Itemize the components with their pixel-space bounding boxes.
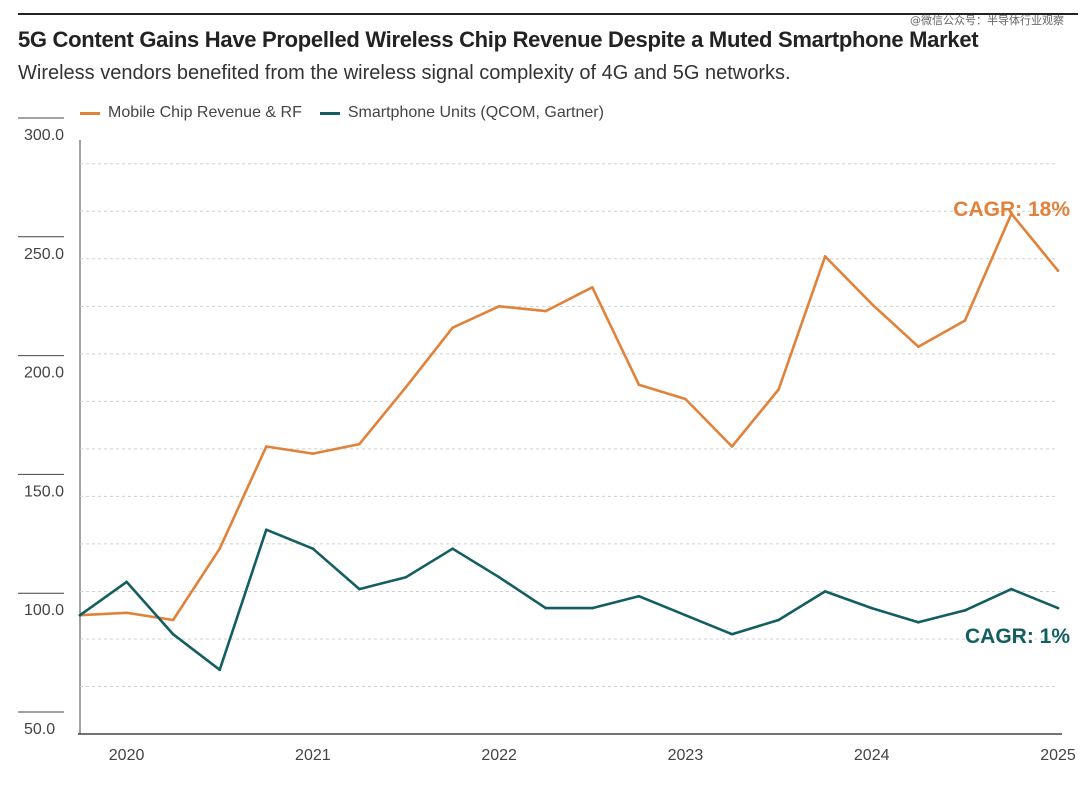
data-point-units: [218, 668, 222, 672]
data-point-units: [264, 528, 268, 531]
data-point-units: [963, 609, 967, 612]
y-tick-label: 50.0: [24, 721, 55, 738]
data-point-revenue: [916, 345, 920, 349]
data-point-units: [730, 632, 734, 636]
data-point-revenue: [1010, 212, 1013, 215]
data-point-units: [916, 621, 920, 624]
top-rule: [18, 13, 1078, 15]
data-point-revenue: [451, 326, 454, 330]
y-tick-label: 200.0: [24, 365, 64, 382]
data-point-units: [125, 580, 128, 584]
data-point-units: [404, 575, 408, 579]
data-point-revenue: [544, 309, 548, 313]
data-point-units: [358, 587, 361, 591]
data-point-units: [684, 613, 687, 617]
data-point-revenue: [637, 383, 641, 387]
data-point-units: [497, 575, 501, 579]
data-point-revenue: [404, 385, 408, 389]
cagr-annotation-revenue: CAGR: 18%: [953, 198, 1070, 221]
data-point-units: [1010, 587, 1013, 591]
data-point-units: [823, 590, 827, 593]
data-point-units: [311, 547, 315, 550]
x-tick-label: 2021: [295, 747, 331, 764]
legend-item-units: Smartphone Units (QCOM, Gartner): [319, 104, 604, 122]
data-point-revenue: [264, 445, 268, 448]
x-tick-label: 2024: [854, 747, 890, 764]
legend: Mobile Chip Revenue & RF Smartphone Unit…: [80, 104, 604, 122]
data-point-revenue: [497, 305, 501, 308]
data-point-revenue: [870, 302, 874, 306]
x-tick-label: 2023: [668, 747, 704, 764]
data-point-units: [1056, 606, 1060, 610]
data-point-units: [637, 594, 641, 598]
y-tick-label: 100.0: [24, 602, 64, 619]
x-tick-label: 2020: [109, 747, 145, 764]
data-point-revenue: [730, 445, 734, 448]
series-line-units: [78, 528, 1060, 672]
chart-subtitle: Wireless vendors benefited from the wire…: [18, 62, 791, 84]
legend-swatch-revenue: [80, 111, 100, 115]
y-tick-label: 300.0: [24, 127, 64, 144]
cagr-annotation-units: CAGR: 1%: [965, 625, 1070, 648]
data-point-revenue: [218, 547, 222, 550]
data-point-revenue: [823, 255, 827, 258]
legend-label-units: Smartphone Units (QCOM, Gartner): [347, 104, 604, 121]
series-line-revenue: [78, 212, 1060, 622]
data-point-revenue: [777, 388, 780, 391]
watermark: @微信公众号：半导体行业观察: [910, 14, 1064, 27]
x-tick-label: 2022: [481, 747, 517, 764]
data-point-revenue: [963, 319, 967, 322]
legend-swatch-units: [319, 111, 340, 115]
data-point-units: [171, 632, 175, 636]
y-tick-label: 150.0: [24, 483, 64, 500]
data-point-units: [590, 606, 594, 610]
y-tick-label: 250.0: [24, 246, 64, 263]
legend-label-revenue: Mobile Chip Revenue & RF: [108, 104, 302, 121]
data-point-revenue: [590, 286, 594, 289]
data-point-revenue: [358, 442, 361, 446]
data-point-units: [78, 613, 82, 617]
data-point-units: [870, 606, 874, 610]
data-point-revenue: [125, 611, 128, 615]
data-point-revenue: [1056, 269, 1060, 272]
legend-item-revenue: Mobile Chip Revenue & RF: [80, 104, 302, 122]
x-tick-label: 2025: [1040, 747, 1076, 764]
data-point-units: [777, 618, 780, 622]
chart-title: 5G Content Gains Have Propelled Wireless…: [18, 27, 979, 52]
data-point-units: [544, 606, 548, 610]
data-point-revenue: [684, 397, 687, 401]
data-point-revenue: [171, 618, 175, 622]
data-point-units: [451, 547, 454, 550]
data-point-revenue: [311, 452, 315, 455]
